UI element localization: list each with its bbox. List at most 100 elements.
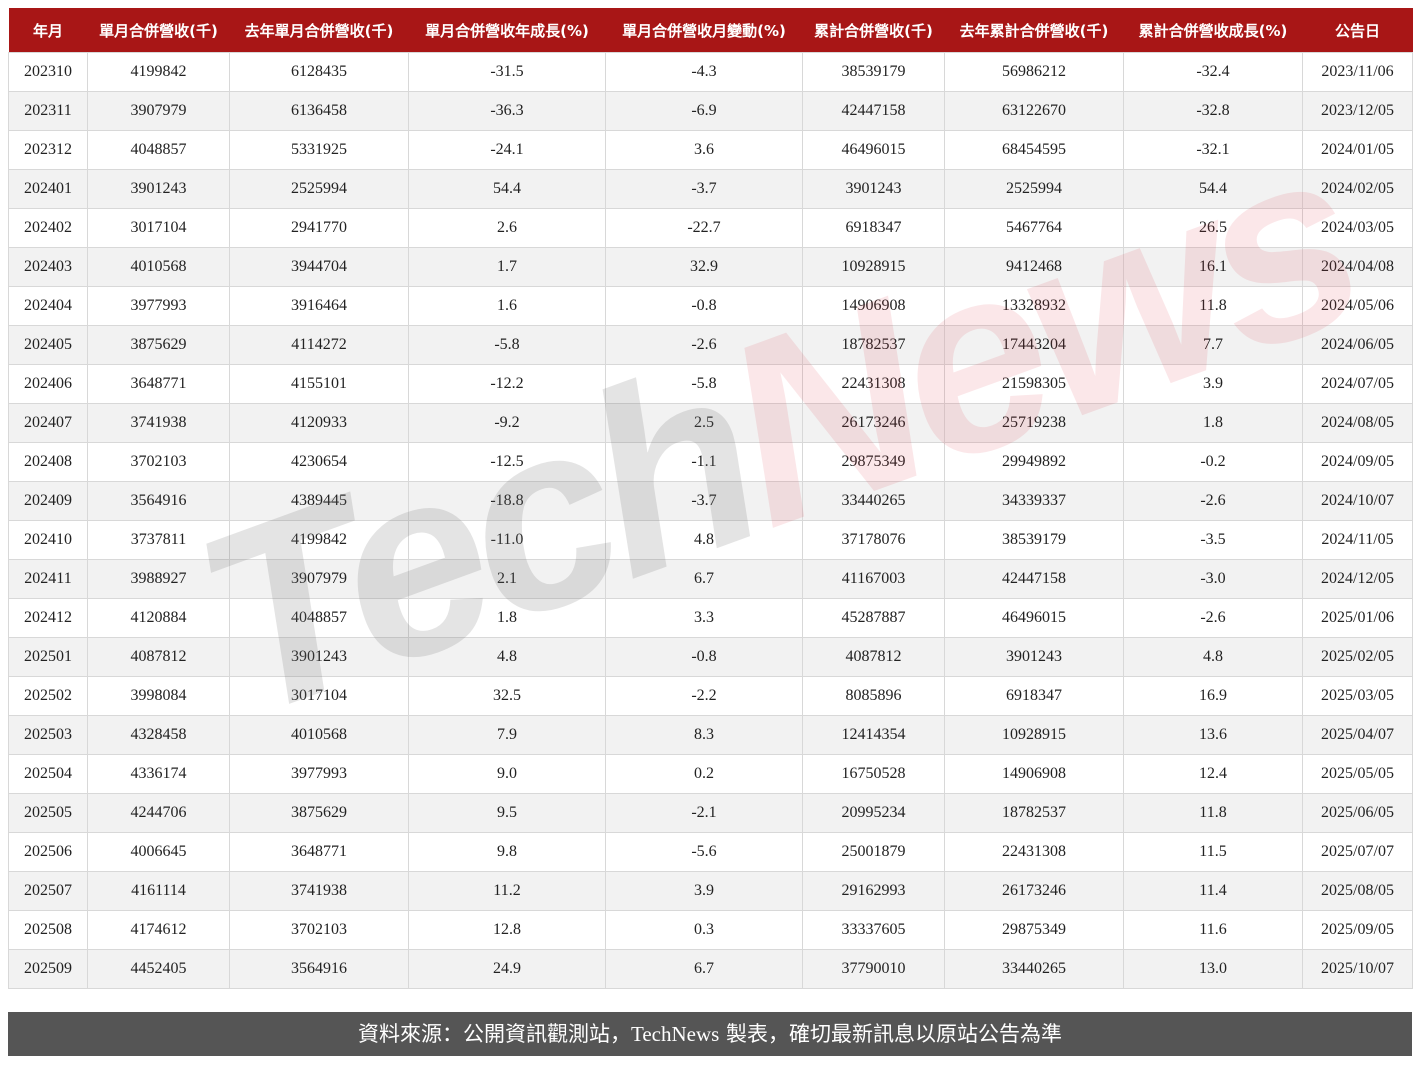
table-cell: 32.5 bbox=[408, 676, 606, 716]
table-cell: -5.8 bbox=[408, 325, 606, 365]
table-cell: -11.0 bbox=[408, 520, 606, 560]
table-cell: 10928915 bbox=[944, 715, 1124, 755]
table-cell: 3017104 bbox=[229, 676, 409, 716]
table-row: 202401 3901243 2525994 54.4 -3.7 3901243 25259… bbox=[8, 169, 1413, 209]
table-cell: 202409 bbox=[8, 481, 88, 521]
table-cell: 202408 bbox=[8, 442, 88, 482]
table-cell: 2024/05/06 bbox=[1302, 286, 1413, 326]
table-cell: 4244706 bbox=[87, 793, 230, 833]
table-cell: 7.9 bbox=[408, 715, 606, 755]
table-row: 202312 4048857 5331925 -24.1 3.6 46496015 6845… bbox=[8, 130, 1413, 170]
table-cell: 16.1 bbox=[1123, 247, 1303, 287]
table-cell: -32.4 bbox=[1123, 52, 1303, 92]
table-cell: 2025/06/05 bbox=[1302, 793, 1413, 833]
table-cell: 14906908 bbox=[802, 286, 945, 326]
table-row: 202503 4328458 4010568 7.9 8.3 12414354 109289… bbox=[8, 715, 1413, 755]
table-cell: 45287887 bbox=[802, 598, 945, 638]
table-cell: 32.9 bbox=[605, 247, 803, 287]
table-cell: 18782537 bbox=[944, 793, 1124, 833]
table-cell: 4389445 bbox=[229, 481, 409, 521]
table-cell: 2025/05/05 bbox=[1302, 754, 1413, 794]
table-cell: 202406 bbox=[8, 364, 88, 404]
table-row: 202406 3648771 4155101 -12.2 -5.8 22431308 215… bbox=[8, 364, 1413, 404]
column-header: 單月合併營收月變動(%) bbox=[605, 8, 803, 53]
table-cell: 2025/07/07 bbox=[1302, 832, 1413, 872]
table-cell: 2024/04/08 bbox=[1302, 247, 1413, 287]
footer-note: 製表，確切最新訊息以原站公告為準 bbox=[719, 1022, 1062, 1046]
table-cell: 16750528 bbox=[802, 754, 945, 794]
table-cell: -2.6 bbox=[1123, 481, 1303, 521]
table-cell: 2024/01/05 bbox=[1302, 130, 1413, 170]
table-cell: 202508 bbox=[8, 910, 88, 950]
table-cell: 202412 bbox=[8, 598, 88, 638]
table-cell: 54.4 bbox=[408, 169, 606, 209]
table-cell: 26.5 bbox=[1123, 208, 1303, 248]
table-cell: 37178076 bbox=[802, 520, 945, 560]
table-row: 202506 4006645 3648771 9.8 -5.6 25001879 22431… bbox=[8, 832, 1413, 872]
table-cell: 2525994 bbox=[229, 169, 409, 209]
table-cell: 4120884 bbox=[87, 598, 230, 638]
table-cell: 1.8 bbox=[1123, 403, 1303, 443]
table-cell: 4114272 bbox=[229, 325, 409, 365]
table-cell: 63122670 bbox=[944, 91, 1124, 131]
table-cell: 2024/10/07 bbox=[1302, 481, 1413, 521]
table-cell: -2.6 bbox=[1123, 598, 1303, 638]
table-cell: 4336174 bbox=[87, 754, 230, 794]
table-cell: 2024/09/05 bbox=[1302, 442, 1413, 482]
table-row: 202310 4199842 6128435 -31.5 -4.3 38539179 569… bbox=[8, 52, 1413, 92]
table-cell: 3977993 bbox=[87, 286, 230, 326]
table-cell: 3564916 bbox=[87, 481, 230, 521]
table-cell: 20995234 bbox=[802, 793, 945, 833]
table-cell: 3017104 bbox=[87, 208, 230, 248]
table-cell: 2941770 bbox=[229, 208, 409, 248]
table-cell: 5331925 bbox=[229, 130, 409, 170]
table-cell: 202404 bbox=[8, 286, 88, 326]
table-cell: 22431308 bbox=[944, 832, 1124, 872]
table-cell: 8085896 bbox=[802, 676, 945, 716]
table-cell: 3.9 bbox=[1123, 364, 1303, 404]
table-cell: 202505 bbox=[8, 793, 88, 833]
table-cell: 46496015 bbox=[944, 598, 1124, 638]
table-cell: 3741938 bbox=[229, 871, 409, 911]
table-cell: 11.2 bbox=[408, 871, 606, 911]
table-cell: 42447158 bbox=[802, 91, 945, 131]
table-cell: 56986212 bbox=[944, 52, 1124, 92]
table-cell: 2.5 bbox=[605, 403, 803, 443]
table-cell: 2025/08/05 bbox=[1302, 871, 1413, 911]
table-cell: 4006645 bbox=[87, 832, 230, 872]
table-cell: 2024/06/05 bbox=[1302, 325, 1413, 365]
table-cell: 29162993 bbox=[802, 871, 945, 911]
footer-source-text: 資料來源：公開資訊觀測站， bbox=[357, 1022, 631, 1046]
table-cell: 3.6 bbox=[605, 130, 803, 170]
table-cell: 46496015 bbox=[802, 130, 945, 170]
table-cell: -22.7 bbox=[605, 208, 803, 248]
table-cell: 1.7 bbox=[408, 247, 606, 287]
table-cell: 10928915 bbox=[802, 247, 945, 287]
table-cell: -4.3 bbox=[605, 52, 803, 92]
table-row: 202402 3017104 2941770 2.6 -22.7 6918347 54677… bbox=[8, 208, 1413, 248]
table-cell: 2.6 bbox=[408, 208, 606, 248]
table-cell: -18.8 bbox=[408, 481, 606, 521]
table-cell: 11.5 bbox=[1123, 832, 1303, 872]
table-cell: 202507 bbox=[8, 871, 88, 911]
table-cell: -32.8 bbox=[1123, 91, 1303, 131]
table-row: 202407 3741938 4120933 -9.2 2.5 26173246 25719… bbox=[8, 403, 1413, 443]
table-cell: -9.2 bbox=[408, 403, 606, 443]
column-header: 公告日 bbox=[1302, 8, 1413, 53]
table-cell: 4328458 bbox=[87, 715, 230, 755]
table-cell: 25001879 bbox=[802, 832, 945, 872]
table-cell: 202402 bbox=[8, 208, 88, 248]
table-cell: 22431308 bbox=[802, 364, 945, 404]
table-cell: 12.4 bbox=[1123, 754, 1303, 794]
table-cell: 3875629 bbox=[229, 793, 409, 833]
table-cell: 4155101 bbox=[229, 364, 409, 404]
table-cell: -32.1 bbox=[1123, 130, 1303, 170]
table-cell: 37790010 bbox=[802, 949, 945, 989]
table-cell: 12414354 bbox=[802, 715, 945, 755]
table-cell: 2.1 bbox=[408, 559, 606, 599]
table-cell: 3648771 bbox=[229, 832, 409, 872]
table-cell: 17443204 bbox=[944, 325, 1124, 365]
table-cell: 4048857 bbox=[229, 598, 409, 638]
column-header: 去年單月合併營收(千) bbox=[229, 8, 409, 53]
table-row: 202411 3988927 3907979 2.1 6.7 41167003 424471… bbox=[8, 559, 1413, 599]
